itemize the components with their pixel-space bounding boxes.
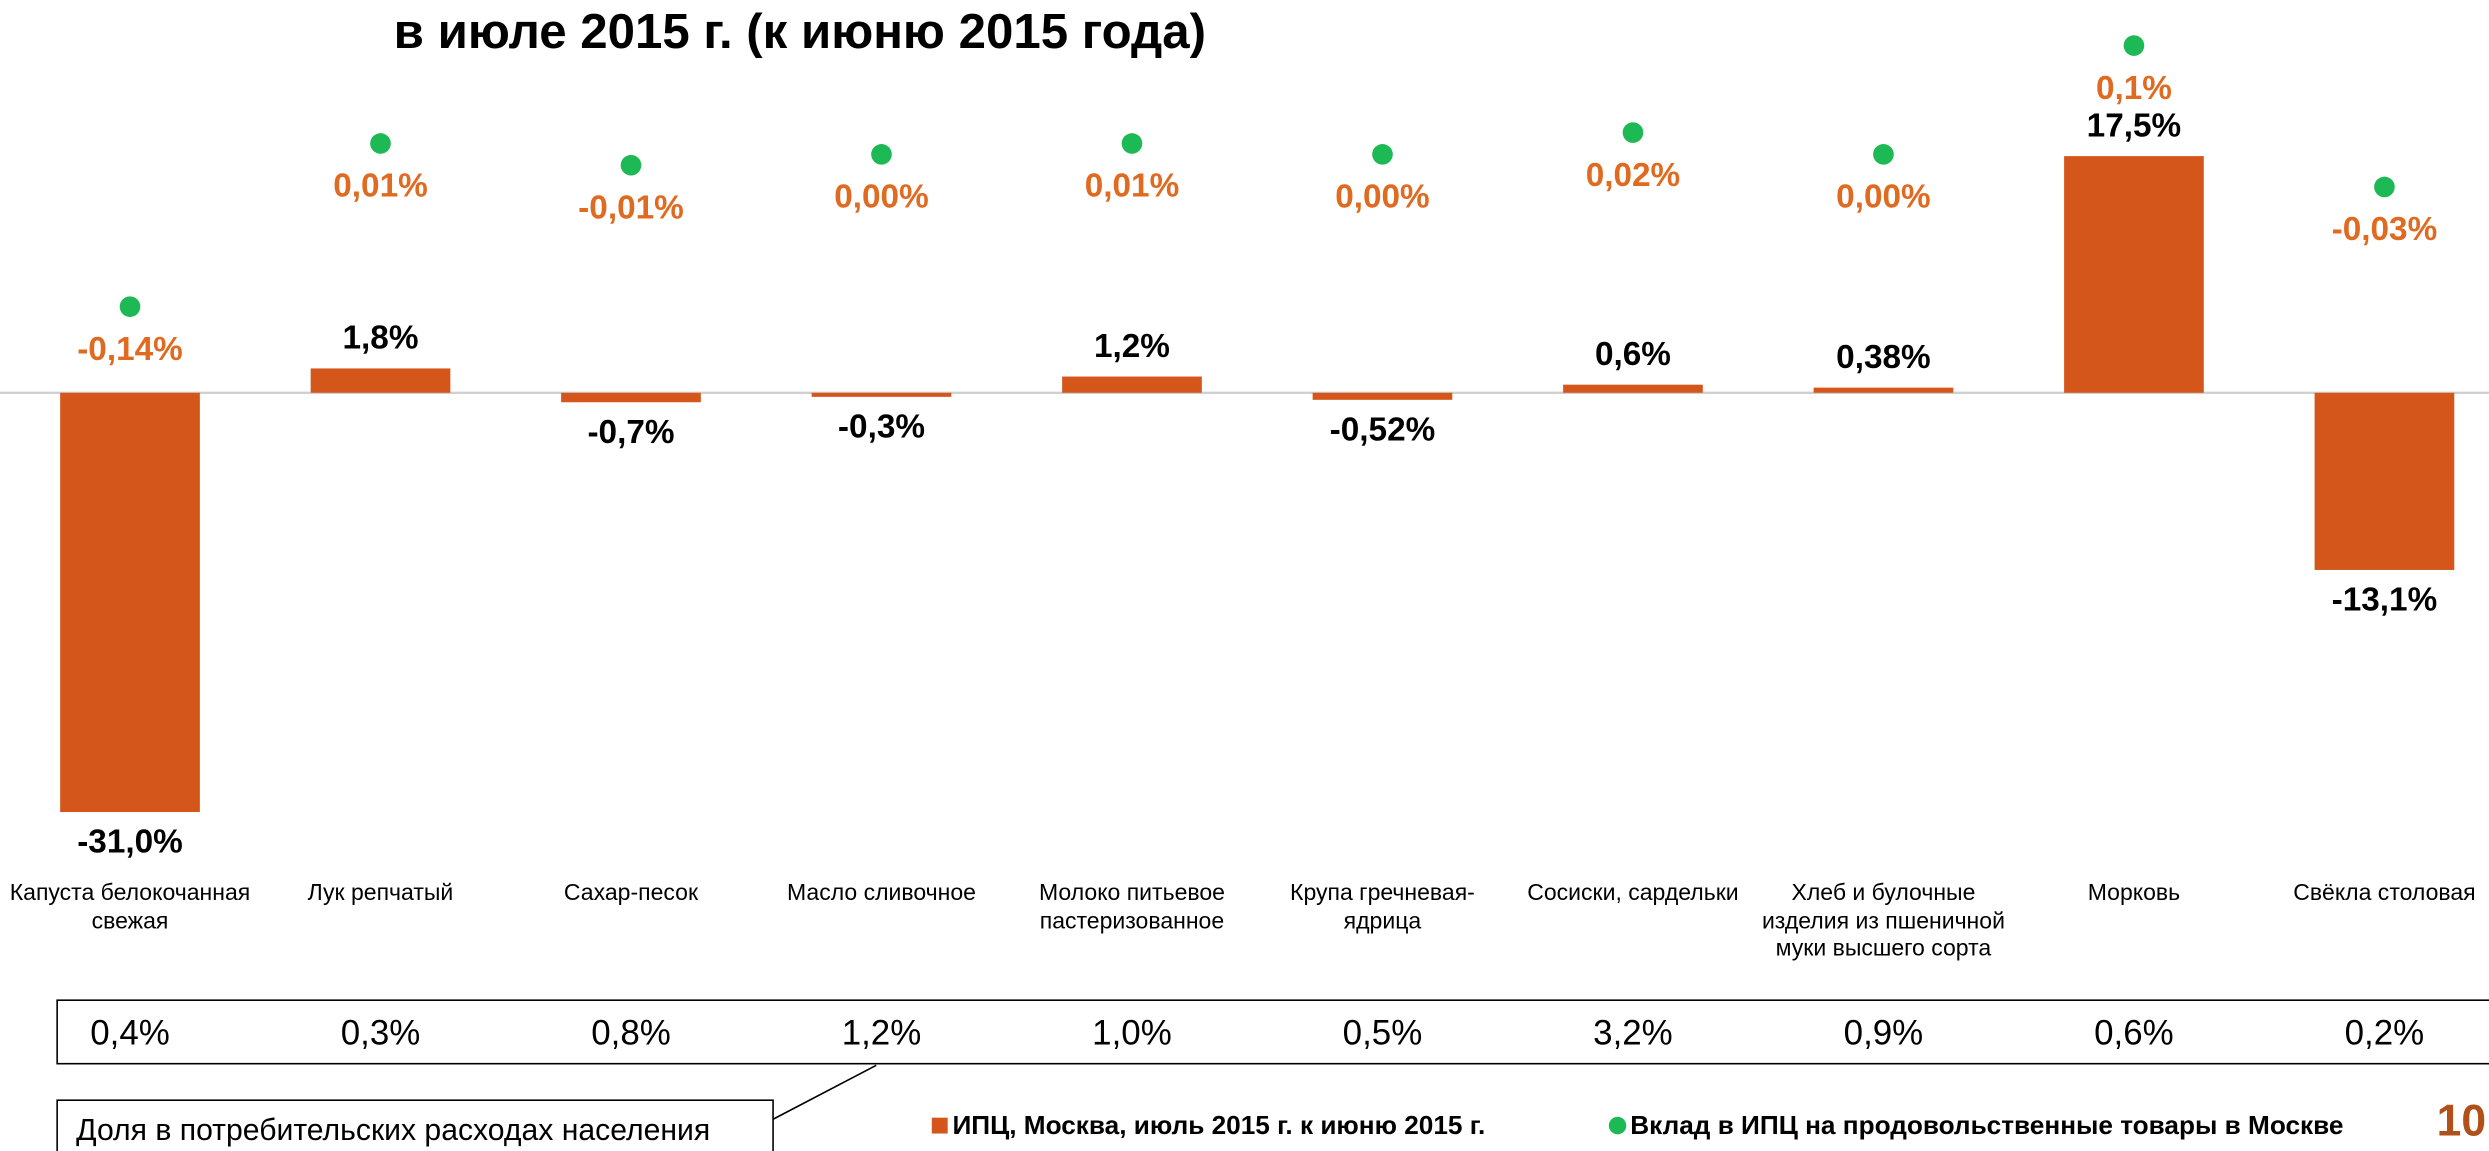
bar-label: -13,1%: [2332, 581, 2438, 618]
bar-label: 0,6%: [1595, 336, 1671, 373]
category-label: Сосиски, сардельки: [1527, 881, 1739, 907]
share-value: 0,2%: [2345, 1013, 2425, 1052]
category-label: Молоко питьевое пастеризованное: [1038, 881, 1225, 935]
contribution-dot: [1622, 122, 1644, 143]
share-value: 1,2%: [842, 1013, 922, 1052]
bar: [310, 368, 451, 393]
bar-label: 1,2%: [1094, 328, 1170, 365]
category-label: Свёкла столовая: [2293, 881, 2476, 907]
contribution-dot: [1873, 144, 1894, 165]
callout-text: Доля в потребительских расходах населени…: [76, 1114, 710, 1147]
bar: [2064, 156, 2204, 393]
bar: [1563, 384, 1703, 393]
legend-label: Вклад в ИПЦ на продовольственные товары …: [1630, 1110, 2343, 1140]
bar-label: 0,38%: [1836, 339, 1931, 376]
category-label: Масло сливочное: [786, 881, 976, 907]
share-value: 0,3%: [341, 1013, 421, 1052]
contribution-dot: [2374, 176, 2395, 198]
contribution-dot: [370, 133, 391, 154]
contribution-label: 0,01%: [1085, 168, 1180, 205]
contribution-dot: [1372, 144, 1393, 165]
callout-line: [772, 1064, 877, 1120]
page-number: 10: [2437, 1097, 2486, 1146]
contribution-label: -0,03%: [2332, 211, 2438, 248]
contribution-label: 0,02%: [1586, 157, 1681, 194]
bar: [811, 392, 952, 397]
bar-label: -0,3%: [838, 408, 925, 445]
share-value: 0,6%: [2094, 1013, 2174, 1052]
contribution-dot: [2123, 35, 2145, 56]
contribution-label: 0,00%: [1335, 179, 1430, 216]
bar: [60, 392, 200, 813]
bar-label: -31,0%: [77, 824, 183, 861]
bar: [561, 392, 701, 403]
share-value: 0,9%: [1844, 1013, 1924, 1052]
category-label: Сахар-песок: [563, 881, 699, 907]
callout-box: [56, 1099, 774, 1151]
bar-label: -0,7%: [587, 414, 674, 451]
contribution-label: 0,01%: [333, 168, 428, 205]
contribution-dot: [620, 154, 642, 176]
legend-swatch: [1608, 1116, 1627, 1135]
category-label: Крупа гречневая-ядрица: [1290, 881, 1475, 935]
contribution-label: -0,14%: [77, 331, 183, 368]
bar-label: 17,5%: [2087, 107, 2182, 144]
share-value: 0,8%: [591, 1013, 671, 1052]
category-label: Капуста белокочанная свежая: [9, 881, 251, 935]
category-label: Лук репчатый: [307, 881, 454, 907]
contribution-dot: [871, 144, 892, 165]
share-value: 0,4%: [90, 1013, 170, 1052]
legend-swatch: [931, 1117, 948, 1134]
contribution-label: 0,1%: [2096, 70, 2172, 107]
bar-label: -0,52%: [1330, 411, 1436, 448]
contribution-label: 0,00%: [834, 179, 929, 216]
bar: [1312, 392, 1453, 400]
contribution-label: -0,01%: [578, 189, 684, 226]
bar-label: 1,8%: [343, 320, 419, 357]
category-label: Хлеб и булочные изделия из пшеничной мук…: [1761, 881, 2005, 963]
share-value: 1,0%: [1092, 1013, 1172, 1052]
chart-title: в июле 2015 г. (к июню 2015 года): [394, 4, 1206, 59]
legend-label: ИПЦ, Москва, июль 2015 г. к июню 2015 г.: [952, 1110, 1485, 1140]
contribution-label: 0,00%: [1836, 179, 1931, 216]
contribution-dot: [119, 296, 141, 317]
category-label: Морковь: [2087, 881, 2181, 907]
contribution-dot: [1121, 133, 1143, 154]
table-box: [56, 999, 2489, 1065]
share-value: 3,2%: [1593, 1013, 1673, 1052]
bar: [2314, 392, 2455, 570]
bar: [1813, 387, 1954, 393]
bar: [1062, 376, 1202, 393]
share-value: 0,5%: [1343, 1013, 1423, 1052]
